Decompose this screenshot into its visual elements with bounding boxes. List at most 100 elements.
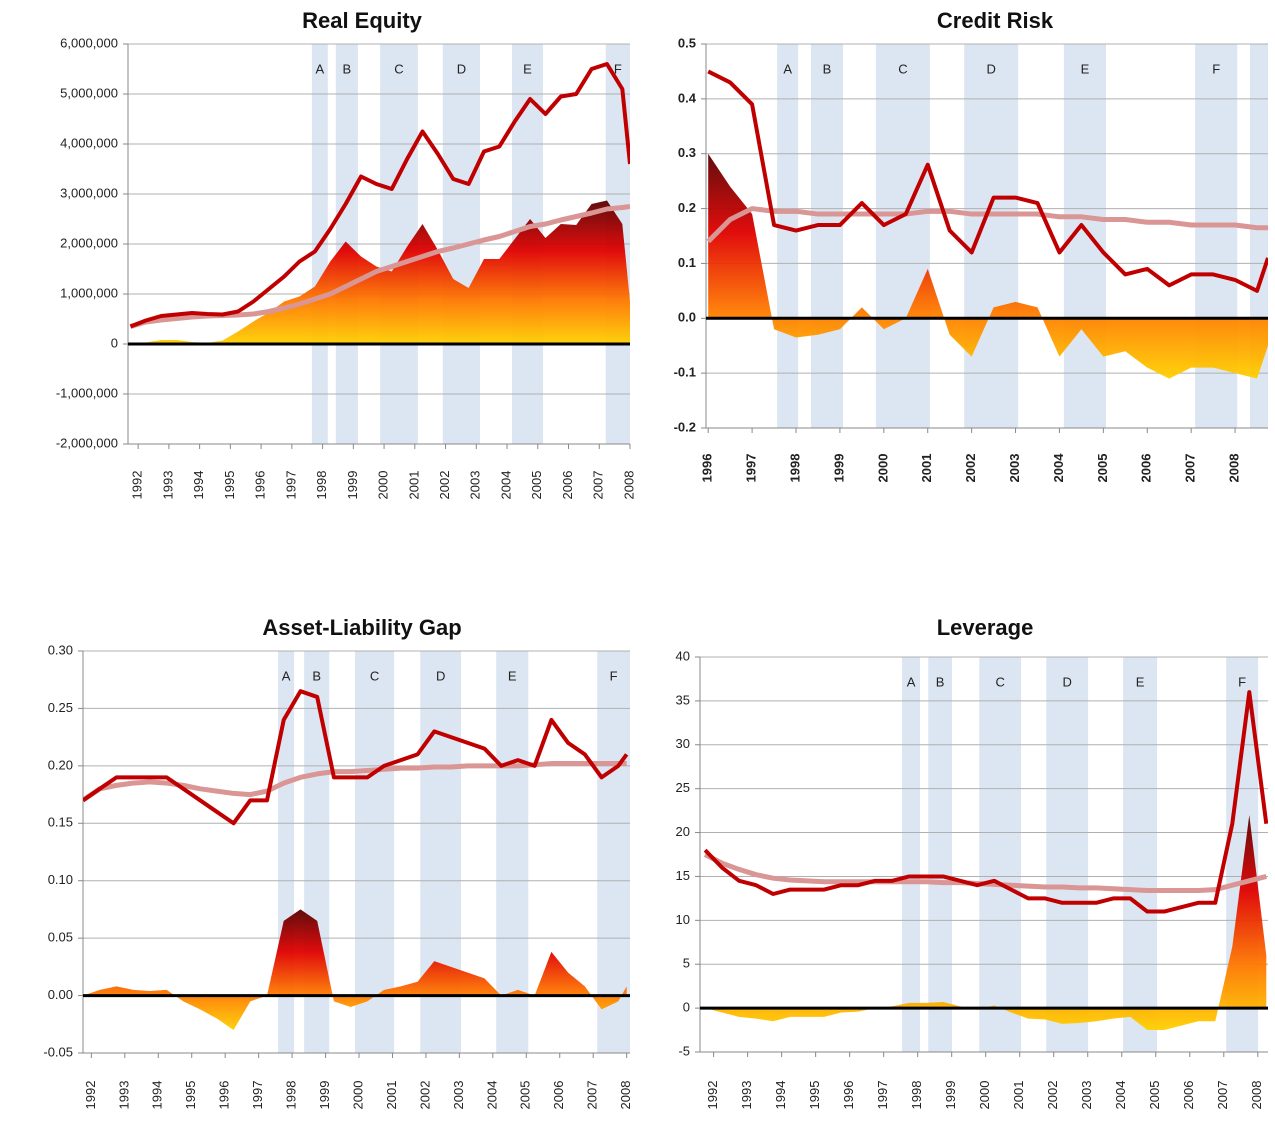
trend-line	[83, 761, 627, 803]
x-tick-label: 2006	[1181, 1081, 1196, 1110]
x-tick-label: 2008	[618, 1081, 633, 1110]
x-tick-label: 2002	[417, 1081, 432, 1110]
x-tick-label: 1997	[250, 1081, 265, 1110]
y-tick-label: 0.0	[678, 310, 696, 325]
band-label: C	[394, 61, 403, 76]
y-tick-label: 0.00	[48, 987, 73, 1002]
data-line	[703, 690, 1268, 914]
band-label: D	[986, 61, 995, 76]
x-tick-label: 2002	[963, 454, 978, 483]
x-tick-label: 2002	[1045, 1081, 1060, 1110]
x-tick-label: 2008	[1227, 454, 1242, 483]
trend-line	[706, 206, 1268, 244]
band-label: F	[1238, 674, 1246, 689]
x-tick-label: 1994	[150, 1081, 165, 1110]
y-tick-label: 6,000,000	[60, 35, 118, 50]
y-tick-label: 40	[676, 648, 690, 663]
y-tick-label: 5	[683, 956, 690, 971]
x-tick-label: 1996	[841, 1081, 856, 1110]
data-line	[707, 69, 1268, 293]
shaded-band	[810, 44, 843, 428]
y-tick-label: 0.4	[678, 90, 697, 105]
y-tick-label: 4,000,000	[60, 135, 118, 150]
chart-panel: Credit Risk A B C D E F -0.2 -0.1 0.0 0.1 0.2 0.3 0.4…	[674, 8, 1268, 483]
y-tick-label: -1,000,000	[56, 385, 118, 400]
x-tick-label: 2006	[1139, 454, 1154, 483]
y-tick-label: -0.05	[43, 1044, 73, 1059]
chart-title: Asset-Liability Gap	[262, 615, 461, 640]
x-tick-label: 1996	[253, 471, 268, 500]
x-tick-label: 2003	[1007, 454, 1022, 483]
x-tick-label: 2004	[498, 471, 513, 500]
band-label: D	[436, 668, 445, 683]
x-tick-label: 1993	[739, 1081, 754, 1110]
x-tick-label: 2003	[468, 471, 483, 500]
y-tick-label: 0.25	[48, 700, 73, 715]
band-label: B	[343, 61, 352, 76]
shaded-band	[928, 657, 953, 1052]
x-tick-label: 2008	[621, 471, 636, 500]
data-line	[129, 62, 630, 329]
x-tick-label: 1994	[773, 1081, 788, 1110]
y-tick-label: 0	[111, 335, 118, 350]
area	[83, 909, 627, 1031]
band-label: A	[282, 668, 291, 683]
x-tick-label: 2003	[451, 1081, 466, 1110]
x-tick-label: 2007	[1183, 454, 1198, 483]
band-label: B	[936, 674, 945, 689]
x-tick-label: 1992	[130, 471, 145, 500]
band-label: F	[1212, 61, 1220, 76]
x-tick-label: 1998	[314, 471, 329, 500]
band-label: E	[508, 668, 517, 683]
x-tick-label: 2001	[919, 454, 934, 483]
x-tick-label: 1999	[943, 1081, 958, 1110]
x-tick-label: 2003	[1079, 1081, 1094, 1110]
band-label: A	[315, 61, 324, 76]
band-label: E	[1081, 61, 1090, 76]
x-tick-label: 2007	[1215, 1081, 1230, 1110]
band-label: D	[457, 61, 466, 76]
x-tick-label: 2004	[1051, 453, 1066, 483]
y-tick-label: -0.2	[674, 419, 696, 434]
shaded-band	[597, 651, 630, 1053]
y-tick-label: 5,000,000	[60, 85, 118, 100]
area	[708, 153, 1268, 379]
x-tick-label: 1995	[183, 1081, 198, 1110]
shaded-band	[875, 44, 930, 428]
y-tick-label: 0.05	[48, 930, 73, 945]
shaded-band	[354, 651, 395, 1053]
x-tick-label: 2006	[560, 471, 575, 500]
x-tick-label: 1997	[283, 471, 298, 500]
y-tick-label: 0.1	[678, 255, 696, 270]
x-tick-label: 2007	[591, 471, 606, 500]
x-tick-label: 2000	[350, 1081, 365, 1110]
shaded-band	[964, 44, 1019, 428]
y-tick-label: 0	[683, 1000, 690, 1015]
x-tick-label: 1999	[345, 471, 360, 500]
chart-panel: Real Equity A B C D E F -2,000,000 -1,000,000 0 1,…	[56, 8, 637, 500]
y-tick-label: 0.2	[678, 200, 696, 215]
x-tick-label: 1997	[875, 1081, 890, 1110]
band-label: E	[1136, 674, 1145, 689]
x-tick-label: 2005	[529, 471, 544, 500]
chart-panel: Leverage A B C D E F -5 0 5 10 15 20 25 30 35 40 1992 1993…	[676, 615, 1268, 1110]
x-tick-label: 1998	[284, 1081, 299, 1110]
x-tick-label: 2004	[1113, 1081, 1128, 1110]
x-tick-label: 2004	[484, 1081, 499, 1110]
band-label: C	[898, 61, 907, 76]
shaded-band	[902, 657, 921, 1052]
x-tick-label: 2005	[1095, 454, 1110, 483]
band-label: F	[614, 61, 622, 76]
x-tick-label: 2001	[384, 1081, 399, 1110]
x-tick-label: 2002	[437, 471, 452, 500]
x-tick-label: 1996	[217, 1081, 232, 1110]
x-tick-label: 2001	[406, 471, 421, 500]
x-tick-label: 2008	[1249, 1081, 1264, 1110]
y-tick-label: 3,000,000	[60, 185, 118, 200]
chart-title: Leverage	[937, 615, 1034, 640]
x-tick-label: 1998	[909, 1081, 924, 1110]
x-tick-label: 1995	[807, 1081, 822, 1110]
y-tick-label: 0.10	[48, 872, 73, 887]
x-tick-label: 1994	[191, 471, 206, 500]
